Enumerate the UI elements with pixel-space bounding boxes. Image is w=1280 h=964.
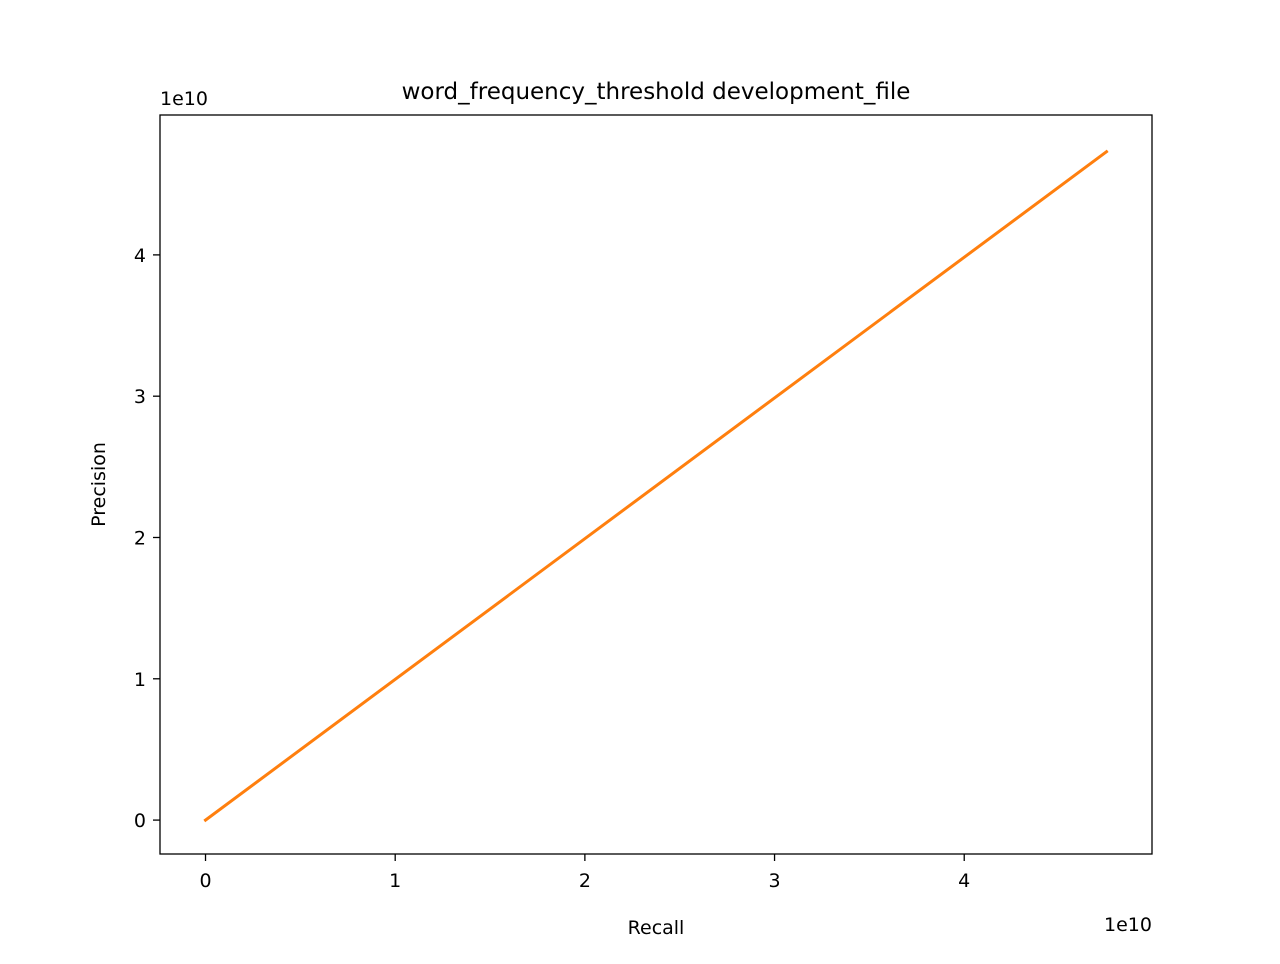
y-axis-label: Precision bbox=[88, 442, 110, 527]
series-line bbox=[203, 149, 1109, 823]
x-tick-label: 1 bbox=[389, 870, 401, 892]
x-axis-offset-label: 1e10 bbox=[1104, 914, 1152, 936]
y-tick-label: 2 bbox=[134, 527, 146, 549]
y-axis-offset-label: 1e10 bbox=[160, 88, 208, 110]
y-tick-label: 4 bbox=[134, 245, 146, 267]
ticks-layer: 0 1 2 3 4 0 1 2 3 4 bbox=[134, 245, 970, 892]
x-tick-label: 4 bbox=[958, 870, 970, 892]
x-tick-label: 3 bbox=[769, 870, 781, 892]
plot-frame bbox=[159, 114, 1153, 855]
x-axis-label: Recall bbox=[628, 917, 685, 939]
series-layer bbox=[203, 149, 1109, 823]
y-tick-label: 1 bbox=[134, 669, 146, 691]
x-tick-label: 2 bbox=[579, 870, 591, 892]
y-tick-label: 0 bbox=[134, 810, 146, 832]
x-tick-label: 0 bbox=[199, 870, 211, 892]
chart-title: word_frequency_threshold development_fil… bbox=[402, 79, 911, 105]
y-tick-label: 3 bbox=[134, 386, 146, 408]
